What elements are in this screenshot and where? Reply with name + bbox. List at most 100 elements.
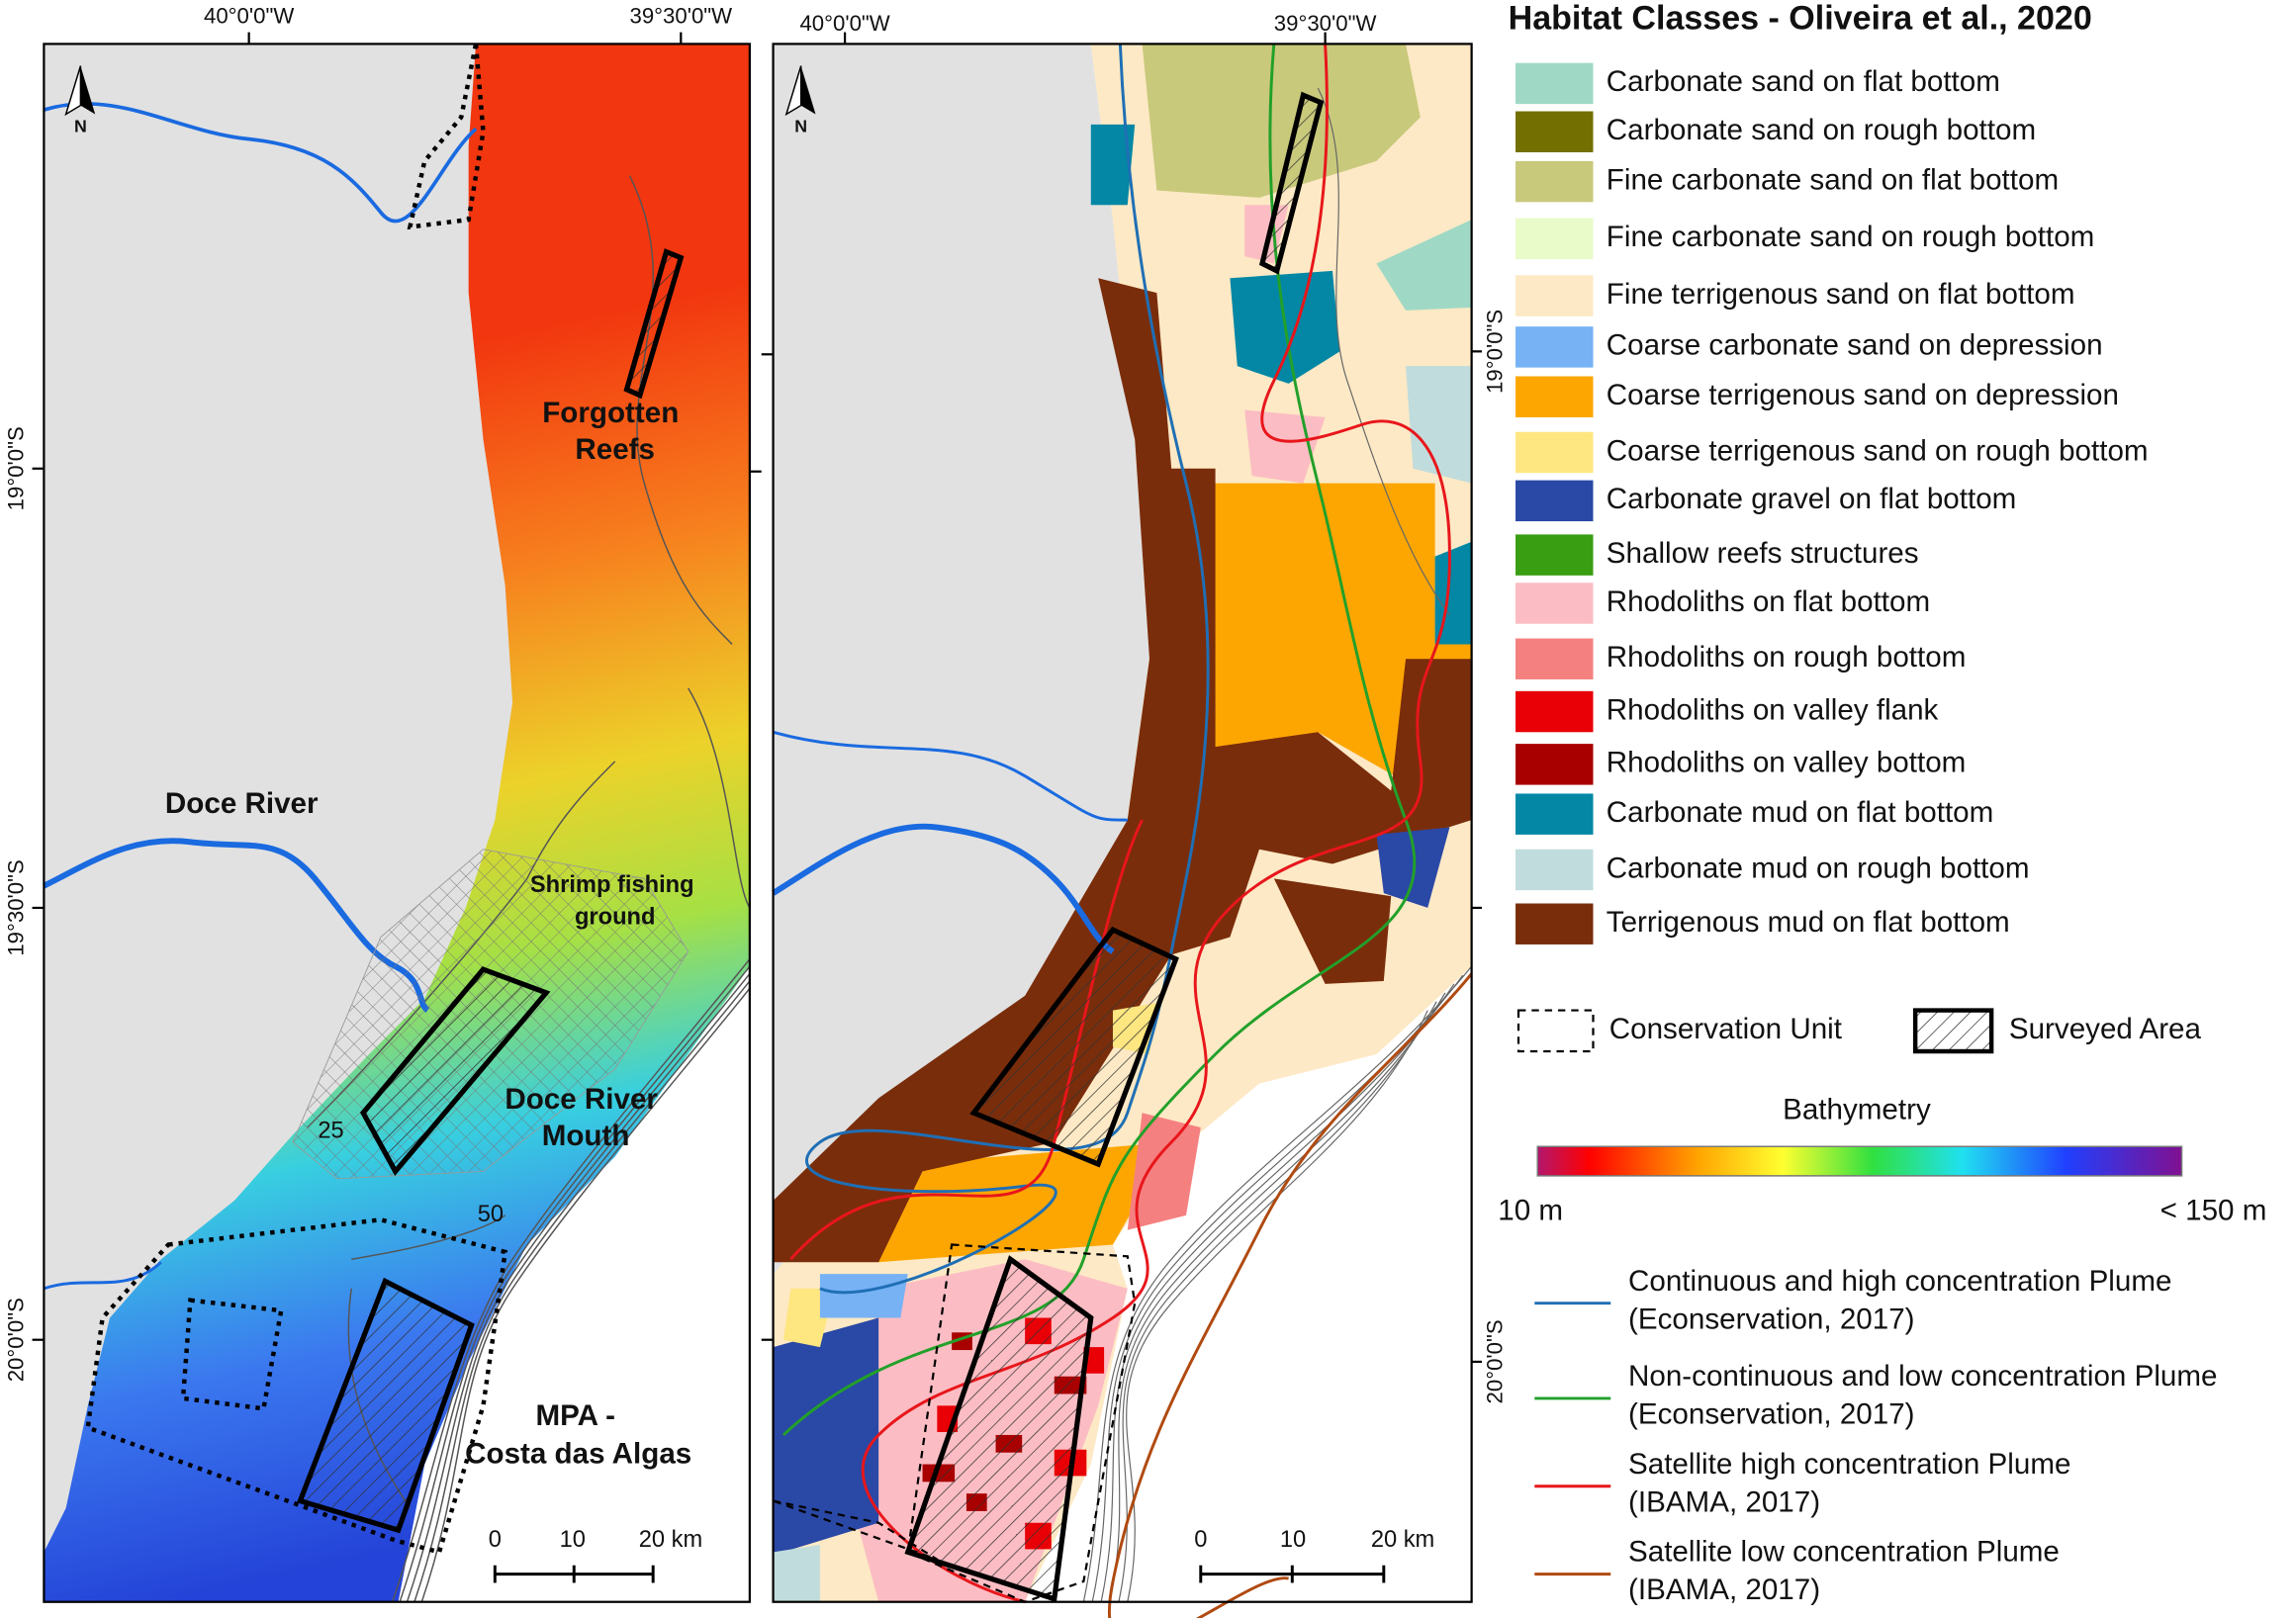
isobath bbox=[1317, 87, 1450, 616]
legend-swatch bbox=[1515, 431, 1594, 474]
label: Carbonate mud on rough bottom bbox=[1607, 852, 2030, 884]
label: Habitat Classes - Oliveira et al., 2020 bbox=[1509, 0, 2092, 38]
label: Surveyed Area bbox=[2009, 1013, 2202, 1045]
legend-swatch bbox=[1515, 793, 1594, 835]
isobath bbox=[1082, 965, 1473, 1602]
legend-swatch bbox=[1515, 849, 1594, 891]
label: Shrimp fishing bbox=[530, 872, 694, 898]
legend-swatch bbox=[1515, 376, 1594, 417]
legend-swatch bbox=[1515, 480, 1594, 522]
label: Terrigenous mud on flat bottom bbox=[1607, 906, 2010, 939]
label: Continuous and high concentration Plume bbox=[1628, 1265, 2171, 1298]
river bbox=[43, 102, 478, 224]
label: Rhodoliths on valley bottom bbox=[1607, 747, 1967, 779]
label: 20 km bbox=[639, 1527, 702, 1553]
legend-swatch bbox=[1515, 326, 1594, 368]
label: Fine carbonate sand on flat bottom bbox=[1607, 163, 2059, 196]
label: 0 bbox=[489, 1527, 502, 1553]
conservation-unit bbox=[773, 1499, 938, 1561]
legend-swatch bbox=[1515, 111, 1594, 152]
label: 10 bbox=[1280, 1527, 1306, 1553]
label: 10 m bbox=[1498, 1195, 1563, 1227]
habitat-patch bbox=[1273, 878, 1392, 984]
isobath bbox=[1118, 1001, 1437, 1602]
label: 39°30'0"W bbox=[629, 4, 732, 29]
legend-swatch bbox=[1515, 534, 1594, 576]
label: Non-continuous and low concentration Plu… bbox=[1628, 1360, 2217, 1393]
label: 20°0'0"S bbox=[4, 1298, 29, 1382]
label: 0 bbox=[1194, 1527, 1207, 1553]
habitat-patch bbox=[1376, 220, 1472, 311]
label: 40°0'0"W bbox=[799, 11, 889, 36]
north-arrow bbox=[64, 65, 82, 117]
surveyed-area bbox=[904, 1255, 1094, 1603]
label: 50 bbox=[478, 1202, 504, 1227]
label: Satellite high concentration Plume bbox=[1628, 1448, 2070, 1481]
plume-line bbox=[1108, 972, 1473, 1618]
label: Coarse terrigenous sand on depression bbox=[1607, 379, 2119, 411]
label: Rhodoliths on rough bottom bbox=[1607, 641, 1967, 674]
habitat-patch bbox=[1090, 124, 1136, 206]
label: Fine carbonate sand on rough bottom bbox=[1607, 221, 2095, 253]
label: Costa das Algas bbox=[465, 1437, 691, 1470]
label: Rhodoliths on flat bottom bbox=[1607, 585, 1930, 618]
label: (Econservation, 2017) bbox=[1628, 1303, 1915, 1335]
legend-swatch bbox=[1912, 1008, 1994, 1054]
label: N bbox=[794, 116, 807, 135]
label: < 150 m bbox=[2160, 1195, 2267, 1227]
label: 19°0'0"S bbox=[4, 426, 29, 510]
label: Shallow reefs structures bbox=[1607, 537, 1919, 570]
label: Doce River bbox=[165, 787, 319, 820]
label: (Econservation, 2017) bbox=[1628, 1397, 1915, 1430]
label: (IBAMA, 2017) bbox=[1628, 1485, 1820, 1518]
isobath bbox=[1126, 1010, 1428, 1602]
isobath bbox=[392, 958, 751, 1602]
legend-swatch bbox=[1515, 62, 1594, 105]
label: 20 km bbox=[1371, 1527, 1434, 1553]
label: Reefs bbox=[575, 433, 655, 466]
legend-swatch bbox=[1515, 744, 1594, 785]
habitat-patch bbox=[1142, 44, 1421, 198]
label: Coarse terrigenous sand on rough bottom bbox=[1607, 434, 2149, 467]
legend-swatch bbox=[1515, 638, 1594, 679]
legend-swatch bbox=[1515, 160, 1594, 203]
label: Conservation Unit bbox=[1609, 1013, 1842, 1045]
label: 19°30'0"S bbox=[4, 859, 29, 955]
label: MPA - bbox=[535, 1399, 615, 1432]
label: 19°0'0"S bbox=[1483, 310, 1508, 394]
plume-line bbox=[805, 44, 1210, 1295]
label: Carbonate gravel on flat bottom bbox=[1607, 483, 2017, 515]
label: ground bbox=[575, 905, 656, 931]
label: Bathymetry bbox=[1783, 1094, 1931, 1126]
isobath bbox=[1100, 983, 1455, 1602]
label: 40°0'0"W bbox=[204, 4, 294, 29]
habitat-patch bbox=[1406, 366, 1472, 484]
habitat-patch bbox=[1127, 1113, 1201, 1230]
habitat-patch bbox=[773, 278, 1472, 1263]
label: N bbox=[74, 116, 87, 135]
habitat-patch bbox=[773, 1317, 879, 1556]
isobath bbox=[1109, 992, 1446, 1602]
legend-swatch bbox=[1515, 583, 1594, 624]
legend-swatch bbox=[1515, 690, 1594, 733]
label: Satellite low concentration Plume bbox=[1628, 1536, 2060, 1569]
surveyed-area bbox=[1258, 91, 1325, 275]
legend-swatch bbox=[1515, 218, 1594, 260]
isobath bbox=[628, 175, 751, 909]
bathymetry-bar bbox=[1536, 1145, 2183, 1177]
habitat-patch bbox=[773, 1544, 820, 1602]
river bbox=[771, 823, 1115, 954]
north-arrow bbox=[784, 65, 802, 117]
river bbox=[43, 1261, 162, 1291]
habitat-patch bbox=[819, 1274, 908, 1318]
surveyed-area bbox=[623, 248, 685, 400]
label: (IBAMA, 2017) bbox=[1628, 1573, 1820, 1606]
surveyed-area bbox=[297, 1277, 475, 1534]
label: 39°30'0"W bbox=[1274, 11, 1377, 36]
conservation-unit bbox=[85, 1217, 508, 1556]
surveyed-area bbox=[359, 966, 551, 1176]
label: Coarse carbonate sand on depression bbox=[1607, 329, 2103, 362]
isobath bbox=[413, 980, 751, 1602]
